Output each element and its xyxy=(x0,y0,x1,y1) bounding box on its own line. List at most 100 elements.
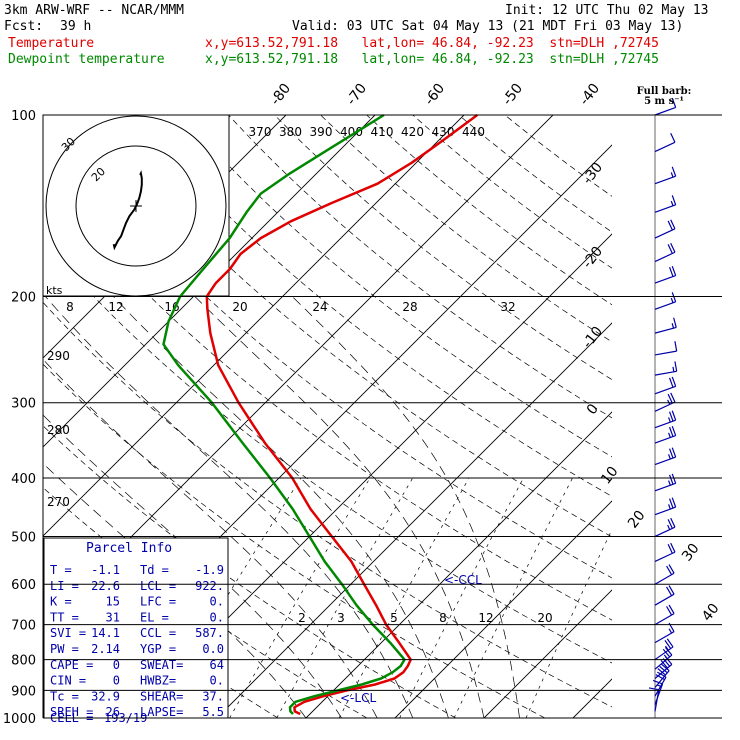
isotherm-line xyxy=(305,411,612,718)
speed-tick-label: 24 xyxy=(312,300,327,314)
parcel-info-cell: LFC = xyxy=(140,595,176,609)
parcel-info-cell: 922. xyxy=(195,579,224,593)
lcl-marker: <-LCL xyxy=(340,691,376,705)
dry-adiabat xyxy=(274,115,612,381)
speed-tick-label: 32 xyxy=(500,300,515,314)
parcel-info-cell: 26 xyxy=(106,705,120,719)
parcel-info-cell: 2.14 xyxy=(91,642,120,656)
parcel-info-cell: 0. xyxy=(210,595,224,609)
wind-barb xyxy=(654,132,676,153)
parcel-info-cell: 0 xyxy=(113,674,120,688)
parcel-info-cell: 0. xyxy=(210,674,224,688)
dry-adiabat xyxy=(228,115,612,419)
isotherm-label: -60 xyxy=(422,81,449,109)
dry-adiabat xyxy=(504,115,612,197)
speed-tick-label: 28 xyxy=(402,300,417,314)
dewpoint-location: x,y=613.52,791.18 lat,lon= 46.84, -92.23… xyxy=(205,52,659,67)
parcel-info-cell: 64 xyxy=(210,658,224,672)
dry-adiabat xyxy=(43,176,612,621)
dry-adiabat xyxy=(412,115,612,269)
isotherm-label: 40 xyxy=(699,601,723,625)
valid-time: Valid: 03 UTC Sat 04 May 13 (21 MDT Fri … xyxy=(292,19,684,34)
dewpoint-legend: Dewpoint temperature xyxy=(8,52,165,67)
pressure-label: 400 xyxy=(11,472,36,487)
parcel-info-cell: 37. xyxy=(202,689,224,703)
pressure-label: 500 xyxy=(11,530,36,545)
mixing-ratio-line xyxy=(399,477,524,718)
wind-barb xyxy=(654,585,675,606)
parcel-info-cell: 31 xyxy=(106,610,120,624)
wind-barb xyxy=(654,265,677,284)
wind-barb xyxy=(654,647,673,670)
isotherm-line xyxy=(216,322,612,718)
parcel-info-cell: SHEAR= xyxy=(140,689,183,703)
parcel-info-box xyxy=(43,537,229,719)
parcel-info-cell: Tc = xyxy=(50,689,79,703)
mixing-ratio-label: 20 xyxy=(537,611,552,625)
forecast-hours: 39 h xyxy=(60,19,92,34)
speed-tick-label: 20 xyxy=(232,300,247,314)
forecast-label: Fcst: xyxy=(4,19,44,34)
isotherm-line xyxy=(43,115,376,448)
dewpoint-trace xyxy=(162,113,406,715)
wind-barb xyxy=(654,219,676,239)
wind-barb xyxy=(654,447,677,466)
speed-tick-label: 8 xyxy=(66,300,74,314)
barb-legend-title: Full barb: xyxy=(637,86,692,97)
ccl-marker: <-CCL xyxy=(444,573,482,587)
parcel-info-cell: SREH = xyxy=(50,705,93,719)
dry-adiabat-label: 270 xyxy=(47,495,70,509)
parcel-info-cell: TT = xyxy=(50,610,79,624)
mixing-ratio-label: 12 xyxy=(478,611,493,625)
model-title: 3km ARW-WRF -- NCAR/MMM xyxy=(4,3,185,18)
isotherm-label: -10 xyxy=(580,324,607,352)
wind-barb xyxy=(654,410,677,429)
wind-barb xyxy=(654,166,677,185)
wind-barb xyxy=(654,392,676,412)
hodograph-units: kts xyxy=(46,284,63,297)
pressure-label: 600 xyxy=(11,578,36,593)
dry-adiabat xyxy=(366,115,612,306)
moist-adiabat xyxy=(194,296,485,718)
dry-adiabat xyxy=(182,115,612,458)
parcel-info-cell: 0. xyxy=(210,610,224,624)
theta-label: 400 xyxy=(340,125,363,139)
parcel-info-cell: HWBZ= xyxy=(140,674,176,688)
pressure-label: 900 xyxy=(11,684,36,699)
dry-adiabat-label: 290 xyxy=(47,349,70,363)
wind-barb xyxy=(654,376,677,395)
wind-barb xyxy=(654,292,677,310)
wind-barb xyxy=(654,97,677,116)
temperature-trace xyxy=(205,113,479,716)
wind-barb xyxy=(654,604,675,626)
mixing-ratio-label: 2 xyxy=(298,611,306,625)
hodograph-ring xyxy=(45,115,227,297)
parcel-info-cell: SVI = xyxy=(50,626,86,640)
isotherm-label: -50 xyxy=(500,81,527,109)
parcel-info-cell: CCL = xyxy=(140,626,176,640)
pressure-label: 800 xyxy=(11,654,36,669)
wind-barb xyxy=(654,542,676,562)
speed-tick-label: 12 xyxy=(108,300,123,314)
pressure-label: 1000 xyxy=(3,712,36,727)
parcel-info-cell: 15 xyxy=(106,595,120,609)
wind-barb xyxy=(654,242,676,263)
isotherm-line xyxy=(394,500,612,718)
isotherm-label: 30 xyxy=(679,541,703,565)
isotherm-label: 20 xyxy=(625,508,649,532)
parcel-info-cell: 22.6 xyxy=(91,579,120,593)
parcel-info-cell: CAPE = xyxy=(50,658,93,672)
mixing-ratio-label: 5 xyxy=(390,611,398,625)
parcel-info-cell: K = xyxy=(50,595,72,609)
isotherm-line xyxy=(572,678,612,718)
isotherm-label: 0 xyxy=(584,401,602,418)
dry-adiabat xyxy=(43,115,612,579)
dry-adiabat xyxy=(458,115,612,233)
pressure-label: 700 xyxy=(11,619,36,634)
parcel-info-cell: CIN = xyxy=(50,674,86,688)
theta-label: 420 xyxy=(401,125,424,139)
hodograph-ring xyxy=(75,145,197,267)
barb-legend-units: 5 m s⁻¹ xyxy=(644,96,684,107)
wind-barb xyxy=(654,195,677,213)
